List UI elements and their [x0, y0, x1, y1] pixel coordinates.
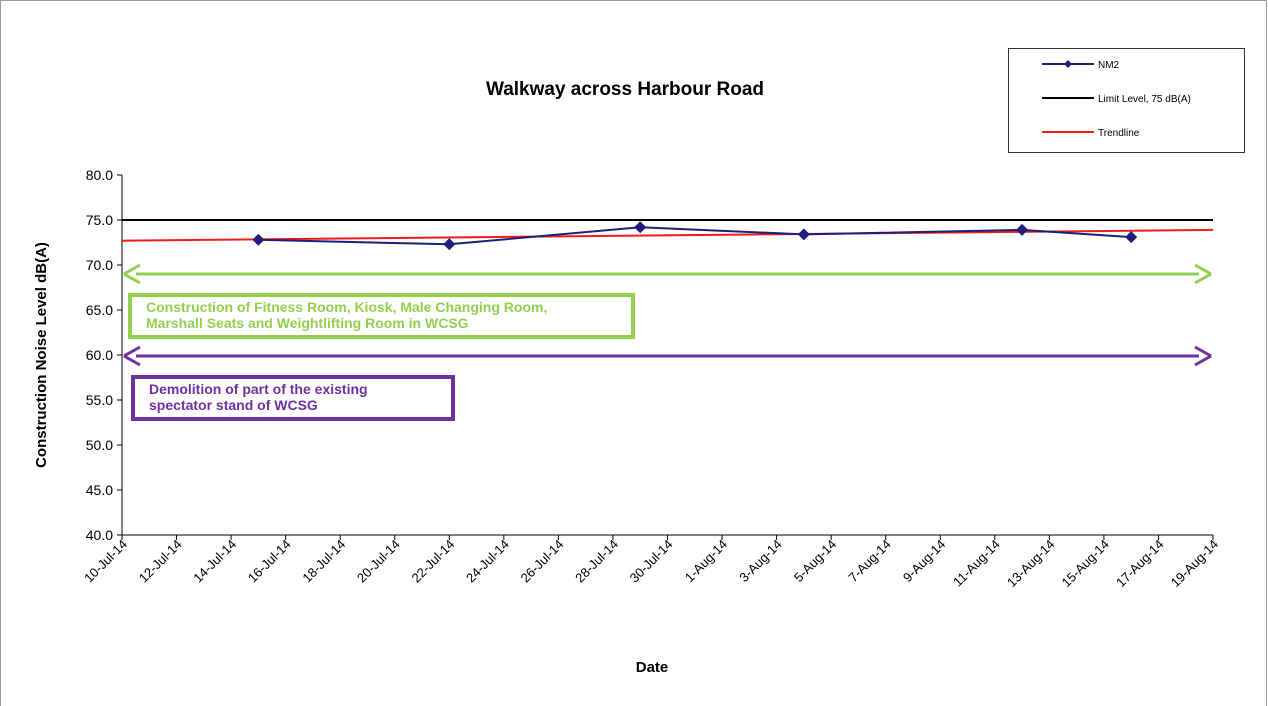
- y-tick-label: 80.0: [86, 167, 113, 183]
- annotation-text: Demolition of part of the existing specta…: [149, 381, 368, 413]
- arrow-head: [1194, 263, 1212, 285]
- y-tick-label: 45.0: [86, 482, 113, 498]
- data-point: [252, 233, 265, 246]
- data-point: [1125, 231, 1138, 244]
- series-line: [258, 226, 1132, 246]
- legend-label: Limit Level, 75 dB(A): [1098, 94, 1191, 105]
- y-tick-label: 70.0: [86, 257, 113, 273]
- annotation-text: Construction of Fitness Room, Kiosk, Mal…: [146, 299, 547, 331]
- legend: [1008, 48, 1245, 153]
- legend-label: Trendline: [1098, 128, 1140, 139]
- legend-marker: [1064, 60, 1072, 68]
- legend-label: NM2: [1098, 60, 1120, 71]
- x-axis-label: Date: [636, 659, 669, 676]
- series-line: [121, 228, 1214, 242]
- data-point: [1016, 223, 1029, 236]
- y-tick-label: 55.0: [86, 392, 113, 408]
- annotation-box: [131, 375, 455, 421]
- y-tick-label: 65.0: [86, 302, 113, 318]
- y-tick-label: 60.0: [86, 347, 113, 363]
- data-point: [797, 228, 810, 241]
- annotation-box: [128, 293, 635, 339]
- arrow-head: [1194, 345, 1212, 367]
- arrow-head: [123, 345, 141, 367]
- y-axis-label: Construction Noise Level dB(A): [33, 242, 50, 468]
- y-tick-label: 40.0: [86, 527, 113, 543]
- data-point: [634, 221, 647, 234]
- arrow-head: [123, 263, 141, 285]
- y-tick-label: 50.0: [86, 437, 113, 453]
- data-point: [443, 238, 456, 251]
- y-tick-label: 75.0: [86, 212, 113, 228]
- chart-title: Walkway across Harbour Road: [486, 79, 764, 100]
